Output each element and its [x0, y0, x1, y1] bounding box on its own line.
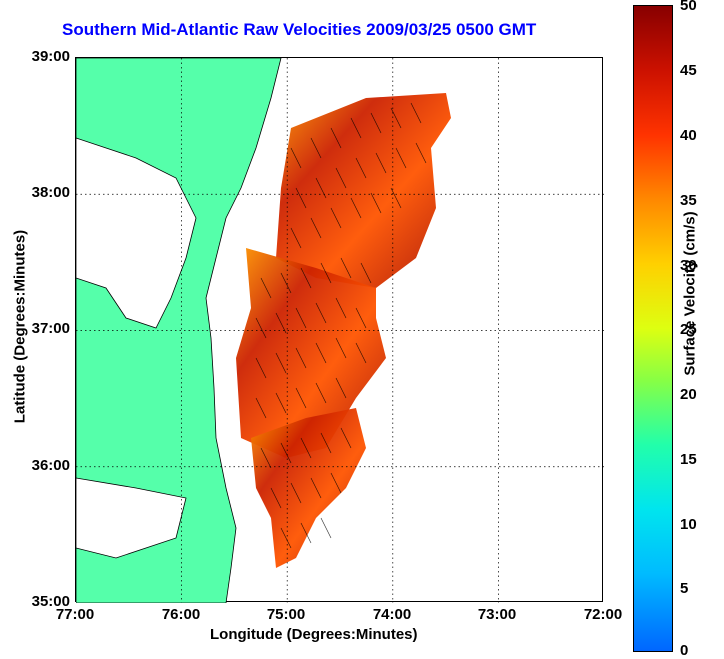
colorbar-label: Surface Velocity (cm/s) — [681, 211, 699, 376]
colorbar-tick: 45 — [680, 62, 697, 79]
x-axis-label: Longitude (Degrees:Minutes) — [210, 626, 418, 643]
map-title: Southern Mid-Atlantic Raw Velocities 200… — [62, 20, 537, 39]
map-svg — [76, 58, 604, 603]
y-tick-label: 38:00 — [31, 184, 70, 201]
x-tick-label: 72:00 — [583, 606, 623, 623]
velocity-arrows — [255, 102, 427, 549]
colorbar-tick: 40 — [680, 127, 697, 144]
colorbar-tick: 20 — [680, 386, 697, 403]
x-tick-label: 75:00 — [266, 606, 306, 623]
x-tick-label: 74:00 — [372, 606, 412, 623]
colorbar-tick: 25 — [680, 321, 697, 338]
x-tick-label: 76:00 — [161, 606, 201, 623]
y-tick-label: 36:00 — [31, 457, 70, 474]
map-plot-area — [75, 57, 604, 603]
colorbar-tick: 50 — [680, 0, 697, 14]
x-tick-label: 73:00 — [477, 606, 517, 623]
chesapeake-bay — [76, 137, 197, 329]
y-tick-label: 35:00 — [31, 593, 70, 610]
colorbar-tick: 30 — [680, 257, 697, 274]
y-tick-label: 37:00 — [31, 320, 70, 337]
colorbar-tick: 35 — [680, 192, 697, 209]
y-axis-label: Latitude (Degrees:Minutes) — [11, 229, 29, 424]
colorbar-tick: 5 — [680, 580, 689, 597]
grid — [76, 58, 604, 603]
x-tick-label: 77:00 — [55, 606, 95, 623]
velocity-field-mid — [236, 248, 386, 458]
colorbar-tick: 0 — [680, 642, 689, 659]
velocity-field-north — [276, 93, 451, 288]
colorbar — [633, 5, 673, 652]
y-tick-label: 39:00 — [31, 48, 70, 65]
pamlico-sound — [76, 477, 187, 559]
velocity-field-south — [251, 408, 366, 568]
colorbar-tick: 10 — [680, 516, 697, 533]
colorbar-tick: 15 — [680, 451, 697, 468]
